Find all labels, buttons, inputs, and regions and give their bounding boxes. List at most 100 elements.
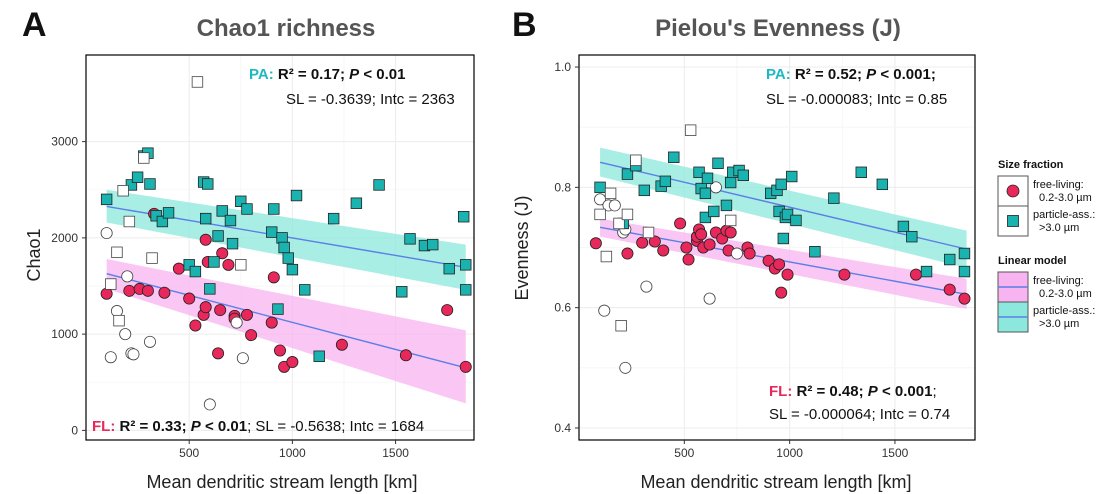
panel-a-pa-filled-point-17 [216,205,228,217]
panel-a-fl-filled-point-27 [399,349,412,362]
panel-a-fl-filled-point-7 [183,292,196,305]
panel-b-pa-filled-point-10 [699,187,712,200]
panel-b-pa-open-point-7 [642,226,655,239]
panel-a-fl-stats-line-1: FL: R² = 0.33; P < 0.01; SL = -0.5638; I… [92,418,424,435]
panel-b-fl-stats-line-1: FL: R² = 0.48; P < 0.001; [769,383,937,400]
panel-a-pa-filled-point-35 [396,286,408,298]
panel-b-fl-r2: R² = 0.48; [797,383,868,400]
panel-letter-a: A [22,6,47,44]
panel-a-fl-open-point-1 [104,351,117,364]
panel-b-pa-filled-point-7 [668,151,680,163]
panel-a-y-axis-label: Chao1 [24,228,44,281]
panel-a-pa-label: PA: [249,66,278,83]
panel-a-pa-filled-point-26 [278,241,290,254]
panel-a-pa-filled-point-16 [212,230,224,242]
panel-a-pa-filled-point-14 [204,283,216,295]
panel-b-pa-open-point-8 [684,124,697,136]
panel-b-y-tick-label-0: 0.4 [554,421,571,435]
panel-a-pa-filled-point-7 [156,215,169,228]
panel-a-pa-filled-point-40 [457,210,470,223]
panel-b-plot-area: 500 1000 1500 0.4 0.6 0.8 1.0 PA: R² = 0.52; P … [554,54,976,460]
panel-a-fl-open-point-9 [230,316,243,329]
panel-a-pa-filled-point-20 [235,195,247,208]
panel-a-y-tick-label-0: 0 [71,423,78,437]
panel-a-chao1: A Chao1 richness 500 1000 1500 0 1000 2000 300… [22,6,475,492]
panel-a-pa-filled-point-25 [276,232,288,244]
panel-a-fl-filled-point-15 [216,247,229,260]
panel-b-pa-filled-point-36 [944,253,956,266]
panel-b-fl-filled-point-21 [762,254,775,267]
panel-b-fl-filled-point-25 [781,268,794,281]
panel-b-pa-open-point-2 [604,187,617,200]
panel-b-pa-filled-point-14 [712,157,724,169]
panel-b-pa-filled-point-6 [659,175,672,188]
panel-b-pa-p-value: < 0.001; [876,66,936,83]
legend-fl-circle-symbol [1006,184,1020,198]
panel-a-fl-p-symbol: P [191,418,202,435]
panel-b-pa-filled-point-8 [693,166,705,179]
panel-b-pa-r2: R² = 0.52; [795,66,866,83]
panel-b-pa-filled-point-24 [777,232,790,245]
panel-a-fl-filled-point-23 [273,344,286,357]
panel-a-plot-area: 500 1000 1500 0 1000 2000 3000 PA: R² = 0.17; P… [51,54,475,460]
panel-b-pa-filled-point-12 [701,172,714,185]
panel-a-pa-open-point-2 [113,314,125,327]
panel-b-y-tick-label-1: 0.6 [554,301,571,315]
legend-pa-model-label-1: particle-ass.: [1033,305,1095,317]
panel-b-fl-filled-point-2 [636,236,649,249]
panel-b-pa-filled-point-27 [786,170,798,183]
panel-b-y-tick-label-3: 1.0 [554,60,571,74]
panel-b-fl-p-value: < 0.001 [878,383,933,400]
panel-b-pa-filled-point-31 [855,166,867,179]
panel-a-fl-p-value: < 0.01 [201,418,247,435]
panel-b-fl-filled-point-28 [943,283,956,296]
panel-b-points [589,124,971,374]
legend-pa-model-label-2: >3.0 µm [1039,318,1079,330]
legend-pa-label-2: >3.0 µm [1039,222,1079,234]
panel-b-fl-filled-point-11 [695,228,708,241]
panel-a-pa-filled-point-29 [290,189,303,202]
panel-a-pa-open-point-7 [191,76,204,88]
panel-b-pa-filled-point-16 [724,176,737,189]
panel-a-pa-open-point-8 [235,259,247,271]
panel-a-pa-filled-point-31 [313,350,325,362]
panel-a-pa-filled-point-19 [226,237,239,250]
panel-b-fl-open-point-9 [709,181,722,194]
panel-b-fl-open-point-6 [619,361,632,374]
panel-b-pa-p-symbol: P [866,66,877,83]
panel-b-pa-filled-point-33 [897,220,910,233]
panel-a-pa-filled-point-18 [224,214,237,227]
panel-a-fl-filled-point-20 [245,329,258,342]
panel-a-pa-filled-point-36 [404,233,416,245]
panel-b-pa-filled-point-28 [790,214,802,227]
panel-b-pa-filled-point-23 [775,178,787,191]
panel-a-pa-filled-point-42 [460,284,472,296]
panel-a-fl-filled-point-21 [265,316,278,329]
panel-letter-b: B [512,6,537,44]
panel-a-pa-open-point-6 [146,252,158,264]
panel-b-fl-filled-point-23 [773,258,786,271]
panel-a-fl-open-point-7 [143,335,156,348]
panel-b-x-tick-label-0: 500 [674,446,694,460]
panel-b-fl-slope-intercept-inline: ; [932,383,936,400]
legend-linear-model-title: Linear model [998,255,1066,267]
panel-b-pa-open-point-6 [630,154,642,166]
panel-b-pa-filled-point-34 [906,230,918,243]
panel-a-pa-filled-point-41 [460,259,472,271]
panel-b-fl-filled-point-20 [743,247,756,260]
legend-fl-label-2: 0.2-3.0 µm [1039,192,1092,204]
panel-a-pa-filled-point-13 [202,178,214,190]
panel-a-pa-filled-point-30 [299,284,311,296]
panel-a-x-axis-label: Mean dendritic stream length [km] [146,472,417,492]
panel-a-pa-filled-point-8 [162,207,175,219]
panel-a-fl-filled-point-11 [199,301,212,314]
panel-b-fl-filled-point-0 [589,237,602,250]
panel-b-fl-stats-line-2: SL = -0.000064; Intc = 0.74 [769,406,950,423]
panel-b-x-axis-label: Mean dendritic stream length [km] [640,472,911,492]
panel-a-fl-filled-point-3 [141,284,154,297]
panel-b-plot-border [578,54,976,441]
panel-a-pa-filled-point-12 [200,212,212,225]
panel-b-fl-label: FL: [769,383,797,400]
panel-b-y-axis-label: Evenness (J) [512,195,532,300]
